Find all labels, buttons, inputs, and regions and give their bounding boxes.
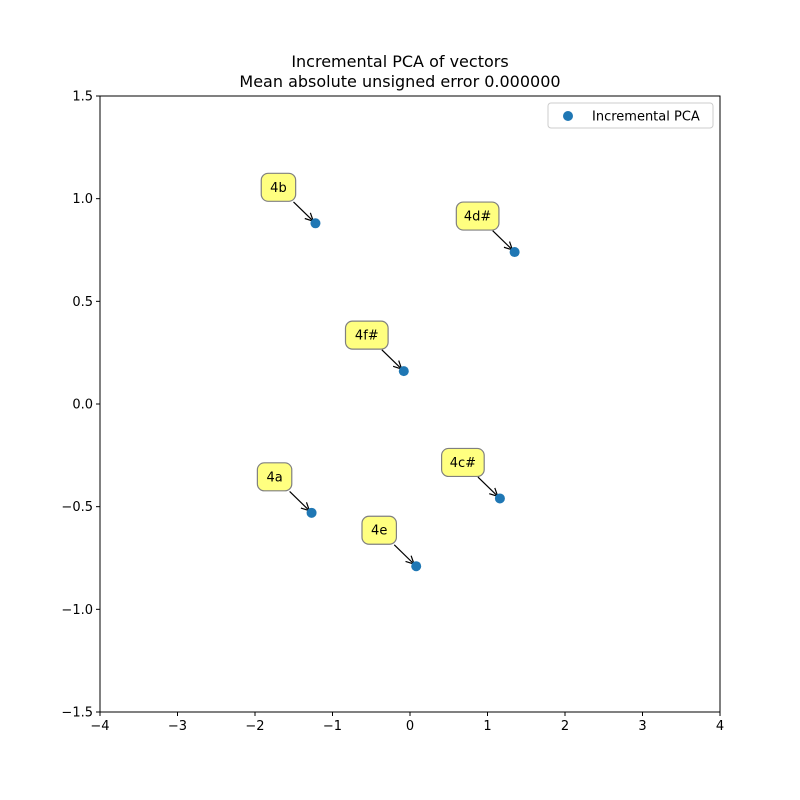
annotation-box — [260, 172, 297, 202]
data-point — [494, 493, 505, 504]
legend-marker — [563, 111, 573, 121]
data-point — [306, 507, 317, 518]
y-tick-label: 0.5 — [72, 295, 93, 310]
annotation-arrow — [393, 544, 414, 564]
x-tick-label: −2 — [245, 719, 264, 734]
annotation-box — [441, 447, 485, 478]
annotation-label: 4d# — [464, 210, 491, 225]
chart-title: Incremental PCA of vectors — [291, 52, 509, 71]
annotation-arrow — [492, 230, 513, 250]
x-tick-label: −4 — [90, 719, 109, 734]
x-tick-label: 0 — [406, 719, 414, 734]
annotation-arrow — [477, 476, 498, 496]
x-tick-label: −3 — [168, 719, 187, 734]
x-tick-label: 3 — [638, 719, 646, 734]
data-point — [411, 561, 422, 572]
x-tick-label: −1 — [323, 719, 342, 734]
plot-frame — [99, 95, 721, 713]
x-tick-label: 2 — [561, 719, 569, 734]
annotation-label: 4c# — [450, 456, 476, 471]
data-point — [509, 247, 520, 258]
x-tick-label: 1 — [483, 719, 491, 734]
annotation-box — [344, 320, 389, 350]
y-tick-label: 1.0 — [72, 192, 93, 207]
annotation-box — [256, 462, 293, 492]
annotation-label: 4b — [270, 181, 287, 196]
annotation-box — [361, 515, 398, 545]
legend-label: Incremental PCA — [592, 110, 700, 125]
annotation-arrow — [289, 491, 310, 510]
annotation-label: 4a — [266, 470, 282, 485]
y-tick-label: −0.5 — [61, 500, 93, 515]
y-tick-label: 1.5 — [72, 90, 93, 105]
annotation-arrow — [381, 349, 402, 369]
y-tick-label: −1.0 — [61, 603, 93, 618]
annotation-label: 4e — [371, 524, 387, 539]
y-tick-label: −1.5 — [61, 706, 93, 721]
annotation-box — [455, 201, 500, 231]
annotation-arrow — [293, 201, 314, 221]
chart-subtitle: Mean absolute unsigned error 0.000000 — [239, 72, 561, 91]
annotation-label: 4f# — [355, 329, 379, 344]
x-tick-label: 4 — [716, 719, 724, 734]
y-tick-label: 0.0 — [72, 398, 93, 413]
legend: Incremental PCA — [547, 102, 714, 129]
legend-frame — [547, 102, 714, 129]
data-point — [310, 218, 321, 229]
data-point — [398, 366, 409, 377]
